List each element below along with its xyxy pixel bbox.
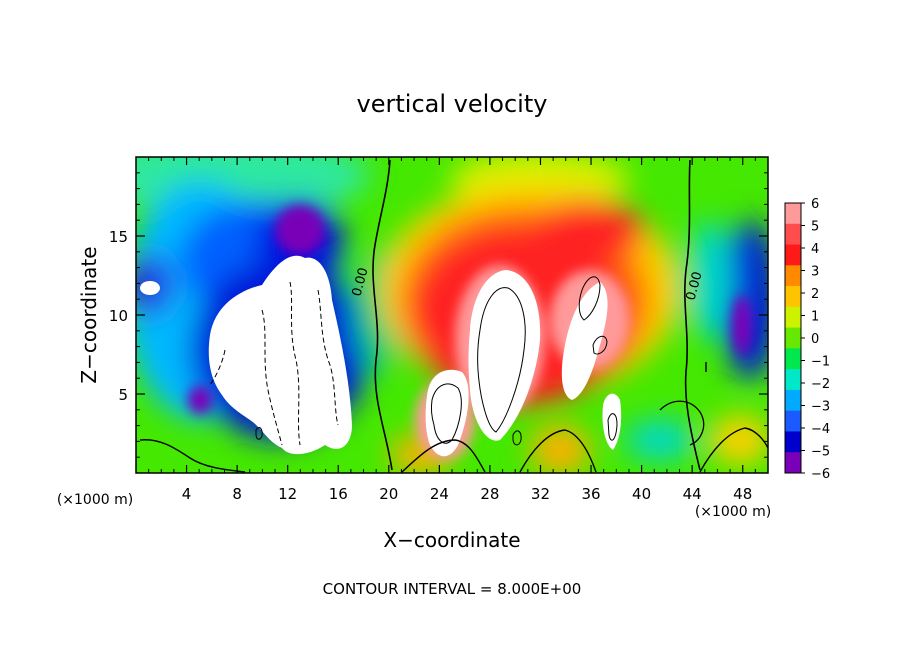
colorbar-label: 1 — [811, 310, 819, 325]
colorbar-swatch — [785, 203, 801, 225]
y-tick-label: 5 — [118, 386, 128, 404]
x-unit-right: (×1000 m) — [695, 504, 771, 520]
y-tick-label: 15 — [109, 228, 128, 246]
colorbar: 6 5 4 3 2 1 0 −1 −2 −3 −4 −5 −6 — [784, 197, 830, 482]
colorbar-swatch — [785, 327, 801, 349]
y-tick-label: 10 — [109, 307, 128, 325]
colorbar-swatch — [785, 410, 801, 432]
x-tick-label: 4 — [182, 485, 192, 503]
x-tick-label: 40 — [632, 485, 651, 503]
contour-labels: 0.00 0.00 — [350, 266, 706, 302]
colorbar-label: −6 — [811, 467, 830, 482]
colorbar-label: 4 — [811, 242, 819, 257]
colorbar-label: 5 — [811, 220, 819, 235]
contour-interval-note: CONTOUR INTERVAL = 8.000E+00 — [323, 580, 582, 598]
colorbar-label: 3 — [811, 265, 819, 280]
x-tick-label: 16 — [329, 485, 348, 503]
colorbar-label: −4 — [811, 422, 830, 437]
colorbar-swatch — [785, 431, 801, 453]
x-tick-label: 20 — [379, 485, 398, 503]
colorbar-label: 0 — [811, 332, 819, 347]
colorbar-swatch — [785, 223, 801, 246]
x-tick-label: 28 — [480, 485, 499, 503]
chart-title: vertical velocity — [357, 90, 548, 118]
velocity-field — [136, 157, 768, 473]
colorbar-label: −5 — [811, 445, 830, 460]
x-tick-label: 8 — [232, 485, 242, 503]
x-tick-label: 36 — [581, 485, 600, 503]
colorbar-swatch — [785, 369, 801, 391]
x-unit-left: (×1000 m) — [57, 492, 133, 508]
colorbar-swatch — [785, 244, 801, 266]
contour-label: 0.00 — [684, 270, 706, 302]
colorbar-label: 2 — [811, 287, 819, 302]
colorbar-swatch — [785, 389, 801, 412]
x-tick-label: 44 — [683, 485, 702, 503]
colorbar-swatch — [785, 306, 801, 329]
x-tick-label: 32 — [531, 485, 550, 503]
colorbar-swatch — [785, 348, 801, 370]
colorbar-label: 6 — [811, 197, 819, 212]
colorbar-label: −1 — [811, 355, 830, 370]
y-axis: 5 10 15 — [109, 172, 768, 458]
x-axis: 4 8 12 16 20 24 28 32 36 40 44 48 — [148, 157, 756, 503]
contour-label: 0.00 — [350, 266, 372, 298]
colorbar-swatch — [785, 286, 801, 308]
x-tick-label: 48 — [733, 485, 752, 503]
colorbar-swatch — [785, 452, 801, 474]
x-axis-label: X−coordinate — [383, 528, 520, 552]
colorbar-label: −3 — [811, 400, 830, 415]
y-axis-label: Z−coordinate — [77, 246, 101, 383]
colorbar-label: −2 — [811, 377, 830, 392]
x-tick-label: 24 — [430, 485, 449, 503]
colorbar-swatch — [785, 265, 801, 287]
x-tick-label: 12 — [278, 485, 297, 503]
